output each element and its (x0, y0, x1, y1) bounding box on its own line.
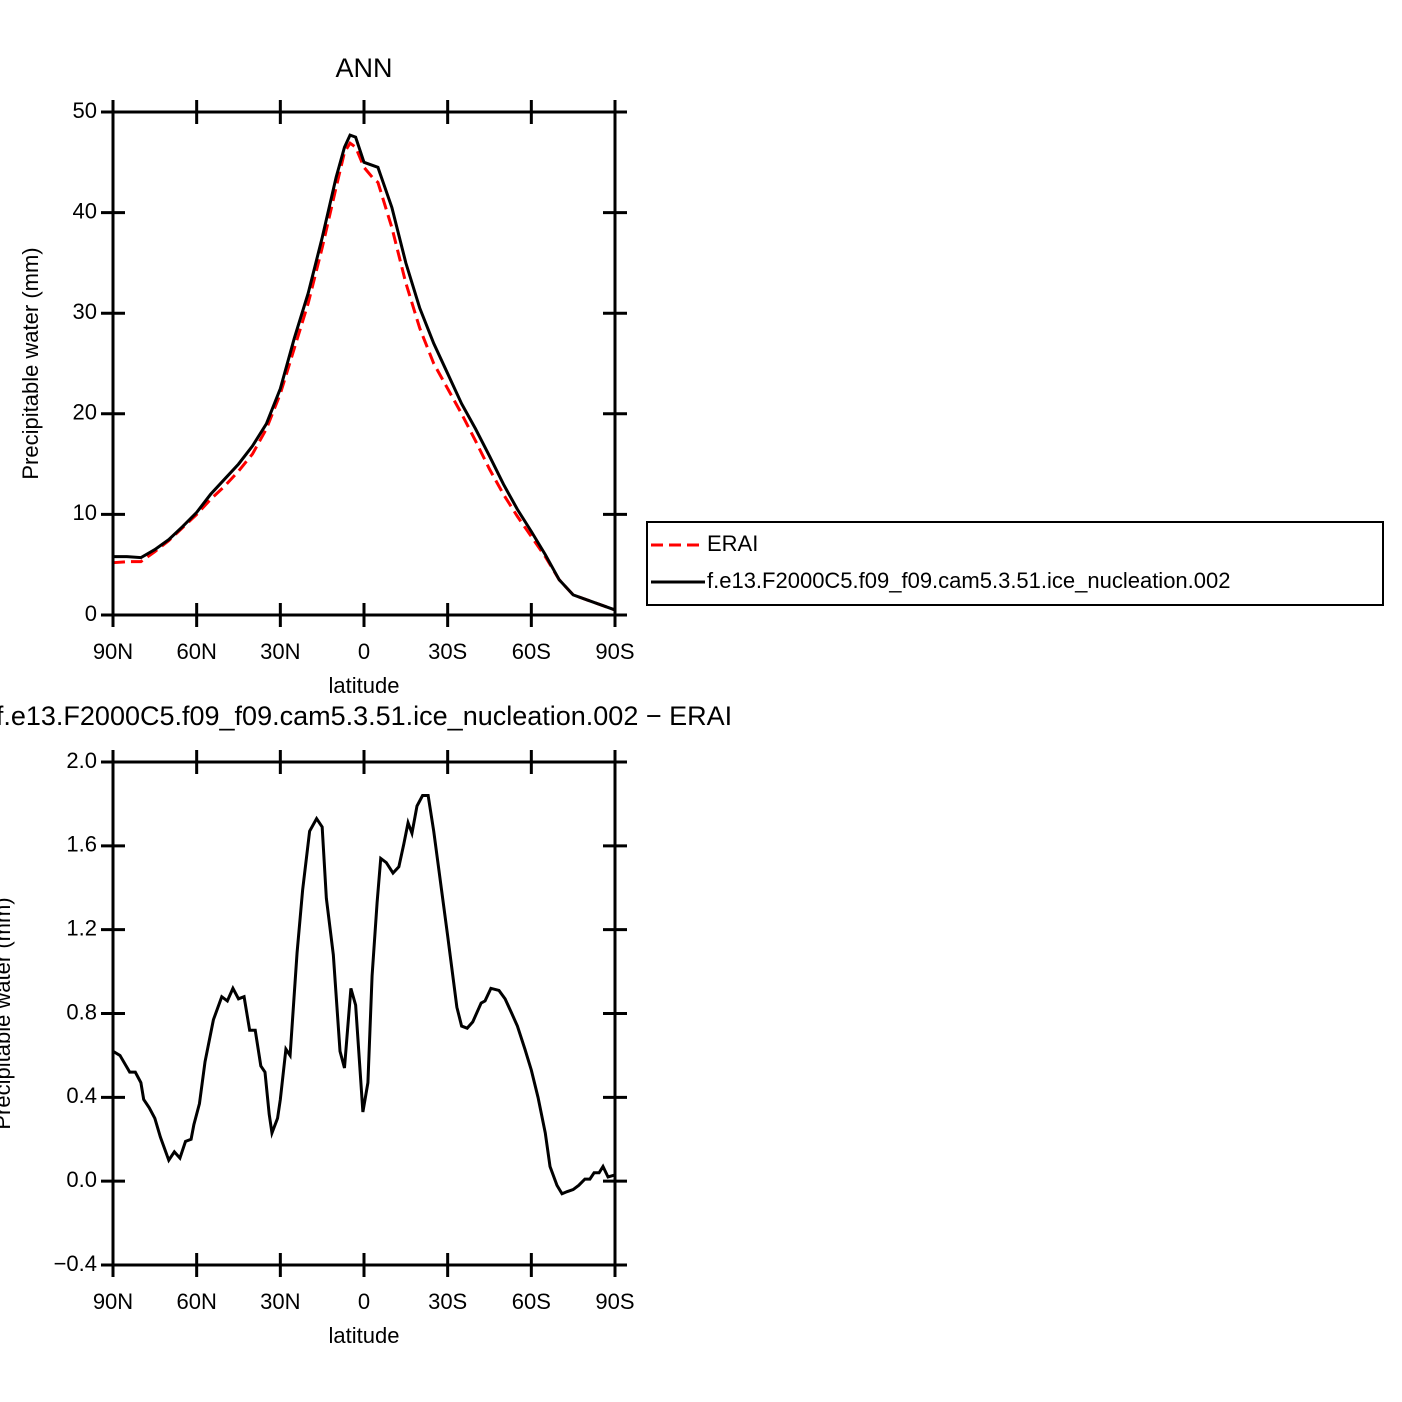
y-tick-label: 0 (85, 601, 97, 626)
x-tick-label: 60S (512, 639, 551, 664)
y-tick-label: 10 (73, 500, 97, 525)
chart-title: ANN (335, 53, 392, 83)
y-axis-label: Precipitable water (mm) (18, 247, 43, 479)
y-tick-label: 0.0 (66, 1167, 97, 1192)
x-axis-label: latitude (329, 1323, 400, 1348)
y-tick-label: 0.8 (66, 999, 97, 1024)
x-axis-label: latitude (329, 673, 400, 698)
legend-label: ERAI (707, 531, 758, 556)
data-line (112, 794, 616, 1196)
y-tick-label: 2.0 (66, 748, 97, 773)
x-tick-label: 30S (428, 639, 467, 664)
data-line (112, 141, 616, 612)
legend-label: f.e13.F2000C5.f09_f09.cam5.3.51.ice_nucl… (707, 568, 1231, 593)
x-tick-label: 90N (93, 639, 133, 664)
x-tick-label: 90N (93, 1289, 133, 1314)
x-tick-label: 0 (358, 1289, 370, 1314)
y-tick-label: 50 (73, 98, 97, 123)
x-tick-label: 60N (176, 639, 216, 664)
plot-frame (111, 760, 617, 1267)
y-tick-label: 30 (73, 299, 97, 324)
x-tick-label: 30N (260, 639, 300, 664)
x-tick-label: 30N (260, 1289, 300, 1314)
x-tick-label: 30S (428, 1289, 467, 1314)
y-tick-label: 1.6 (66, 832, 97, 857)
legend-box (646, 521, 1384, 606)
x-tick-label: 90S (595, 1289, 634, 1314)
y-tick-label: −0.4 (54, 1251, 97, 1276)
x-tick-label: 60N (176, 1289, 216, 1314)
chart-title: f.e13.F2000C5.f09_f09.cam5.3.51.ice_nucl… (0, 701, 732, 731)
y-tick-label: 40 (73, 198, 97, 223)
y-tick-label: 0.4 (66, 1083, 97, 1108)
x-tick-label: 90S (595, 639, 634, 664)
x-tick-label: 60S (512, 1289, 551, 1314)
y-tick-label: 1.2 (66, 915, 97, 940)
x-tick-label: 0 (358, 639, 370, 664)
y-tick-label: 20 (73, 400, 97, 425)
y-axis-label: Precipitable water (mm) (0, 897, 15, 1129)
plot-frame (111, 110, 617, 617)
data-line (113, 133, 616, 612)
